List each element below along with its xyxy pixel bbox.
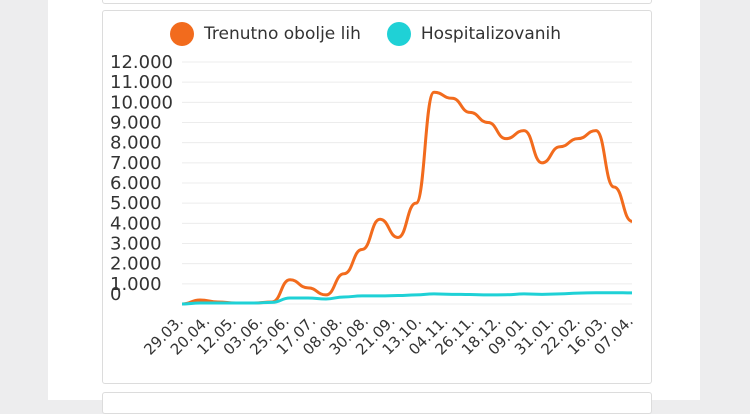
x-axis-ticks: 29.03.20.04.12.05.03.06.25.06.17.07.08.0… xyxy=(140,312,636,358)
series-lines xyxy=(181,90,633,306)
previous-card-edge xyxy=(102,0,652,4)
y-axis-ticks: 01.0002.0003.0004.0005.0006.0007.0008.00… xyxy=(110,52,173,305)
y-tick-label: 11.000 xyxy=(110,72,173,93)
legend-label-trenutno: Trenutno obolje lih xyxy=(204,24,361,44)
y-tick-label: 4.000 xyxy=(110,213,162,234)
y-tick-label: 5.000 xyxy=(110,193,162,214)
series-line-trenutno xyxy=(181,90,633,306)
y-tick-label: 2.000 xyxy=(110,254,162,275)
chart-card xyxy=(102,10,652,384)
y-tick-label: 3.000 xyxy=(110,234,162,255)
y-tick-label: 0 xyxy=(110,284,121,305)
chart-svg: 01.0002.0003.0004.0005.0006.0007.0008.00… xyxy=(110,52,637,359)
chart-legend: Trenutno obolje lih Hospitalizovanih xyxy=(170,20,561,48)
gridlines xyxy=(182,61,632,305)
y-tick-label: 10.000 xyxy=(110,92,173,113)
series-line-hospitalizovanih xyxy=(181,291,633,306)
legend-label-hospitalizovanih: Hospitalizovanih xyxy=(420,24,562,44)
y-tick-label: 1.000 xyxy=(110,274,162,295)
y-tick-label: 12.000 xyxy=(110,52,173,73)
y-tick-label: 7.000 xyxy=(110,153,162,174)
y-tick-label: 8.000 xyxy=(110,133,162,154)
legend-swatch-hospitalizovanih xyxy=(386,22,411,46)
legend-item-hospitalizovanih[interactable]: Hospitalizovanih xyxy=(386,22,562,46)
legend-swatch-trenutno xyxy=(170,22,194,46)
legend-item-trenutno[interactable]: Trenutno obolje lih xyxy=(170,22,361,46)
y-tick-label: 9.000 xyxy=(110,113,162,134)
y-tick-label: 6.000 xyxy=(110,173,162,194)
